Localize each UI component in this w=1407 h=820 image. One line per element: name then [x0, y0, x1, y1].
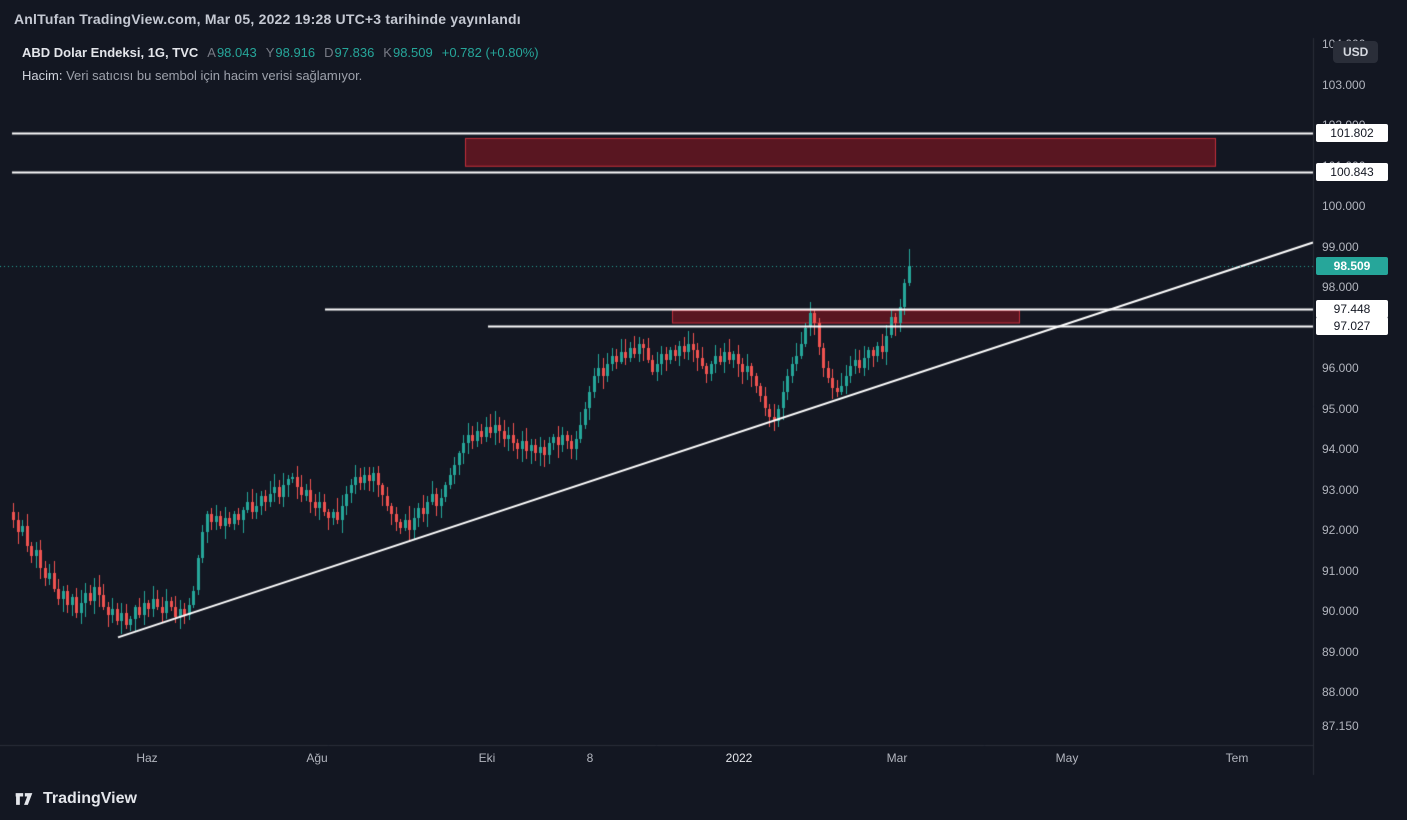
- price-axis-tick: 95.000: [1322, 401, 1359, 416]
- price-axis-tick: 93.000: [1322, 482, 1359, 497]
- symbol-title[interactable]: ABD Dolar Endeksi, 1G, TVC: [22, 45, 199, 60]
- volume-note: Hacim: Veri satıcısı bu sembol için haci…: [22, 68, 363, 83]
- price-axis-tick: 89.000: [1322, 644, 1359, 659]
- time-axis-label: 8: [586, 751, 594, 765]
- last-price-badge: 98.509: [1316, 257, 1388, 276]
- price-level-label: 97.448: [1316, 300, 1388, 319]
- price-axis-tick: 87.150: [1322, 719, 1359, 734]
- change-value: +0.782 (+0.80%): [441, 45, 539, 60]
- currency-toggle-button[interactable]: USD: [1333, 41, 1379, 63]
- tradingview-logo-icon[interactable]: [14, 789, 34, 809]
- price-axis-tick: 92.000: [1322, 523, 1359, 537]
- price-axis-tick: 103.000: [1322, 77, 1366, 92]
- time-axis-label: Ağu: [306, 751, 328, 765]
- ohlc-close: K98.509: [383, 45, 433, 60]
- price-axis-tick: 99.000: [1322, 239, 1359, 254]
- chart-legend: ABD Dolar Endeksi, 1G, TVC A98.043 Y98.9…: [22, 45, 539, 83]
- time-axis-label: Eki: [478, 751, 496, 765]
- time-axis-label: May: [1055, 751, 1079, 765]
- time-axis-label: Mar: [886, 751, 908, 765]
- axis-overlay: 104.000103.000102.000101.000100.00099.00…: [136, 37, 1388, 765]
- price-axis-tick: 88.000: [1322, 685, 1359, 699]
- time-axis-label: 2022: [725, 751, 753, 765]
- time-axis-label: Tem: [1225, 751, 1249, 765]
- price-axis-tick: 91.000: [1322, 563, 1359, 578]
- price-axis-tick: 94.000: [1322, 442, 1359, 456]
- price-level-label: 97.027: [1316, 317, 1388, 336]
- price-level-label: 101.802: [1316, 124, 1388, 143]
- brand-name[interactable]: TradingView: [43, 790, 137, 807]
- price-axis-tick: 100.000: [1322, 199, 1366, 213]
- price-axis-tick: 98.000: [1322, 280, 1359, 294]
- ohlc-low: D97.836: [324, 45, 375, 60]
- time-axis-label: Haz: [136, 751, 158, 765]
- footer-bar: TradingView: [0, 778, 1407, 820]
- ohlc-open: A98.043: [207, 45, 257, 60]
- ohlc-high: Y98.916: [265, 45, 316, 60]
- price-axis-tick: 90.000: [1322, 604, 1359, 618]
- price-axis-tick: 96.000: [1322, 361, 1359, 375]
- price-chart-canvas[interactable]: [0, 0, 1407, 778]
- price-level-label: 100.843: [1316, 162, 1388, 181]
